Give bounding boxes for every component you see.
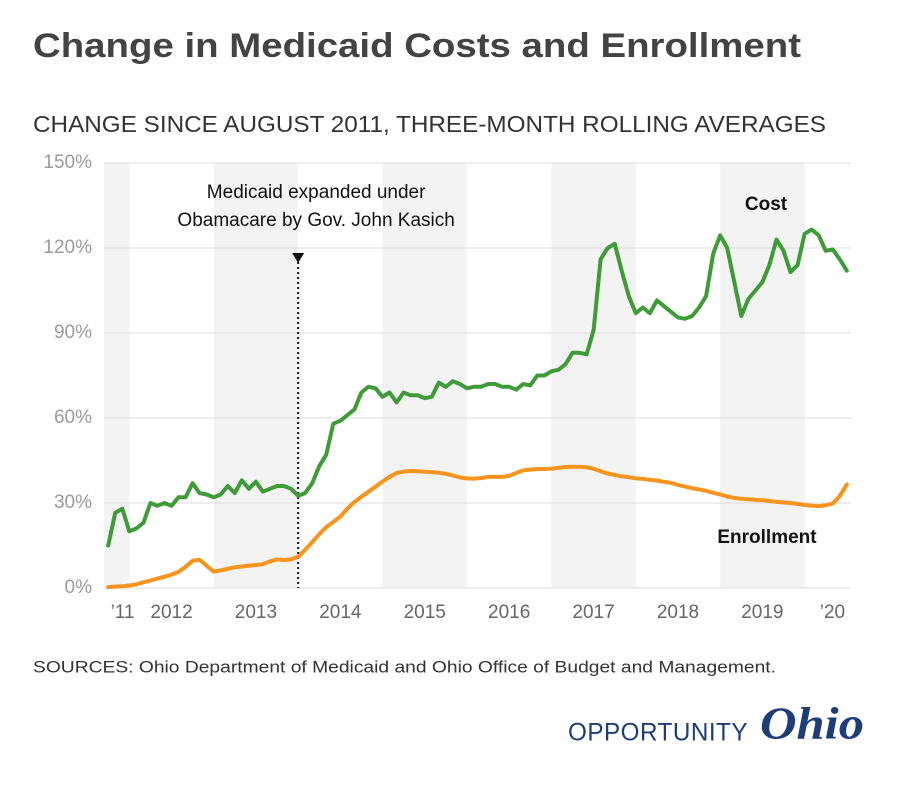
annotation-text: Medicaid expanded under [207, 182, 426, 203]
x-tick-label: ’20 [820, 602, 845, 623]
series-line [106, 227, 849, 548]
chart-title: Change in Medicaid Costs and Enrollment [33, 27, 801, 65]
year-band [720, 163, 805, 588]
y-tick-label: 0% [65, 577, 93, 598]
x-tick-label: 2017 [572, 602, 614, 623]
logo-script: Ohio [760, 698, 864, 749]
annotation-text: Obamacare by Gov. John Kasich [177, 210, 454, 231]
x-tick-label: 2016 [488, 602, 530, 623]
y-tick-label: 30% [54, 492, 92, 513]
source-note: SOURCES: Ohio Department of Medicaid and… [33, 657, 776, 676]
x-tick-label: 2013 [235, 602, 277, 623]
x-tick-label: 2019 [741, 602, 783, 623]
year-band [551, 163, 636, 588]
year-band [213, 163, 299, 588]
y-tick-label: 120% [43, 237, 92, 258]
x-tick-label: 2012 [150, 602, 192, 623]
series-line [106, 464, 849, 590]
series-label: Enrollment [717, 527, 817, 548]
logo-text: OPPORTUNITY [568, 719, 748, 747]
x-tick-label: 2018 [657, 602, 699, 623]
x-tick-label: 2014 [319, 602, 362, 623]
annotation-marker [292, 253, 305, 263]
y-tick-label: 60% [54, 407, 92, 428]
x-tick-label: 2015 [404, 602, 446, 623]
y-tick-label: 150% [43, 152, 92, 173]
year-band [382, 163, 467, 588]
x-tick-label: ’11 [111, 602, 135, 623]
chart-subtitle: CHANGE SINCE AUGUST 2011, THREE-MONTH RO… [33, 111, 826, 137]
y-tick-label: 90% [54, 322, 92, 343]
series-label: Cost [745, 194, 788, 215]
